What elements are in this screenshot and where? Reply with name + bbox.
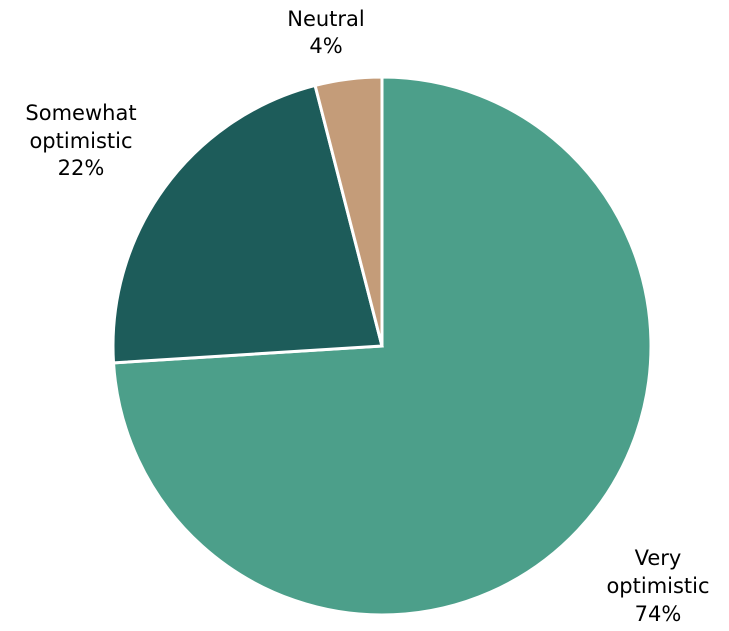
label-somewhat-optimistic-line-2: optimistic <box>29 129 132 153</box>
label-very-optimistic-line-2: optimistic <box>606 574 709 598</box>
label-neutral-line-1: Neutral <box>287 7 365 31</box>
slice-label-neutral: Neutral 4% <box>287 7 365 58</box>
slice-label-very-optimistic: Very optimistic 74% <box>606 546 709 626</box>
label-somewhat-optimistic-percent: 22% <box>58 156 105 180</box>
pie-slices <box>111 75 653 617</box>
slice-somewhat-optimistic <box>111 83 384 365</box>
slice-neutral <box>313 75 384 347</box>
label-very-optimistic-line-1: Very <box>635 546 682 570</box>
label-somewhat-optimistic-line-1: Somewhat <box>25 101 136 125</box>
label-very-optimistic-percent: 74% <box>635 602 682 626</box>
slice-label-somewhat-optimistic: Somewhat optimistic 22% <box>25 101 136 180</box>
label-neutral-percent: 4% <box>309 34 342 58</box>
